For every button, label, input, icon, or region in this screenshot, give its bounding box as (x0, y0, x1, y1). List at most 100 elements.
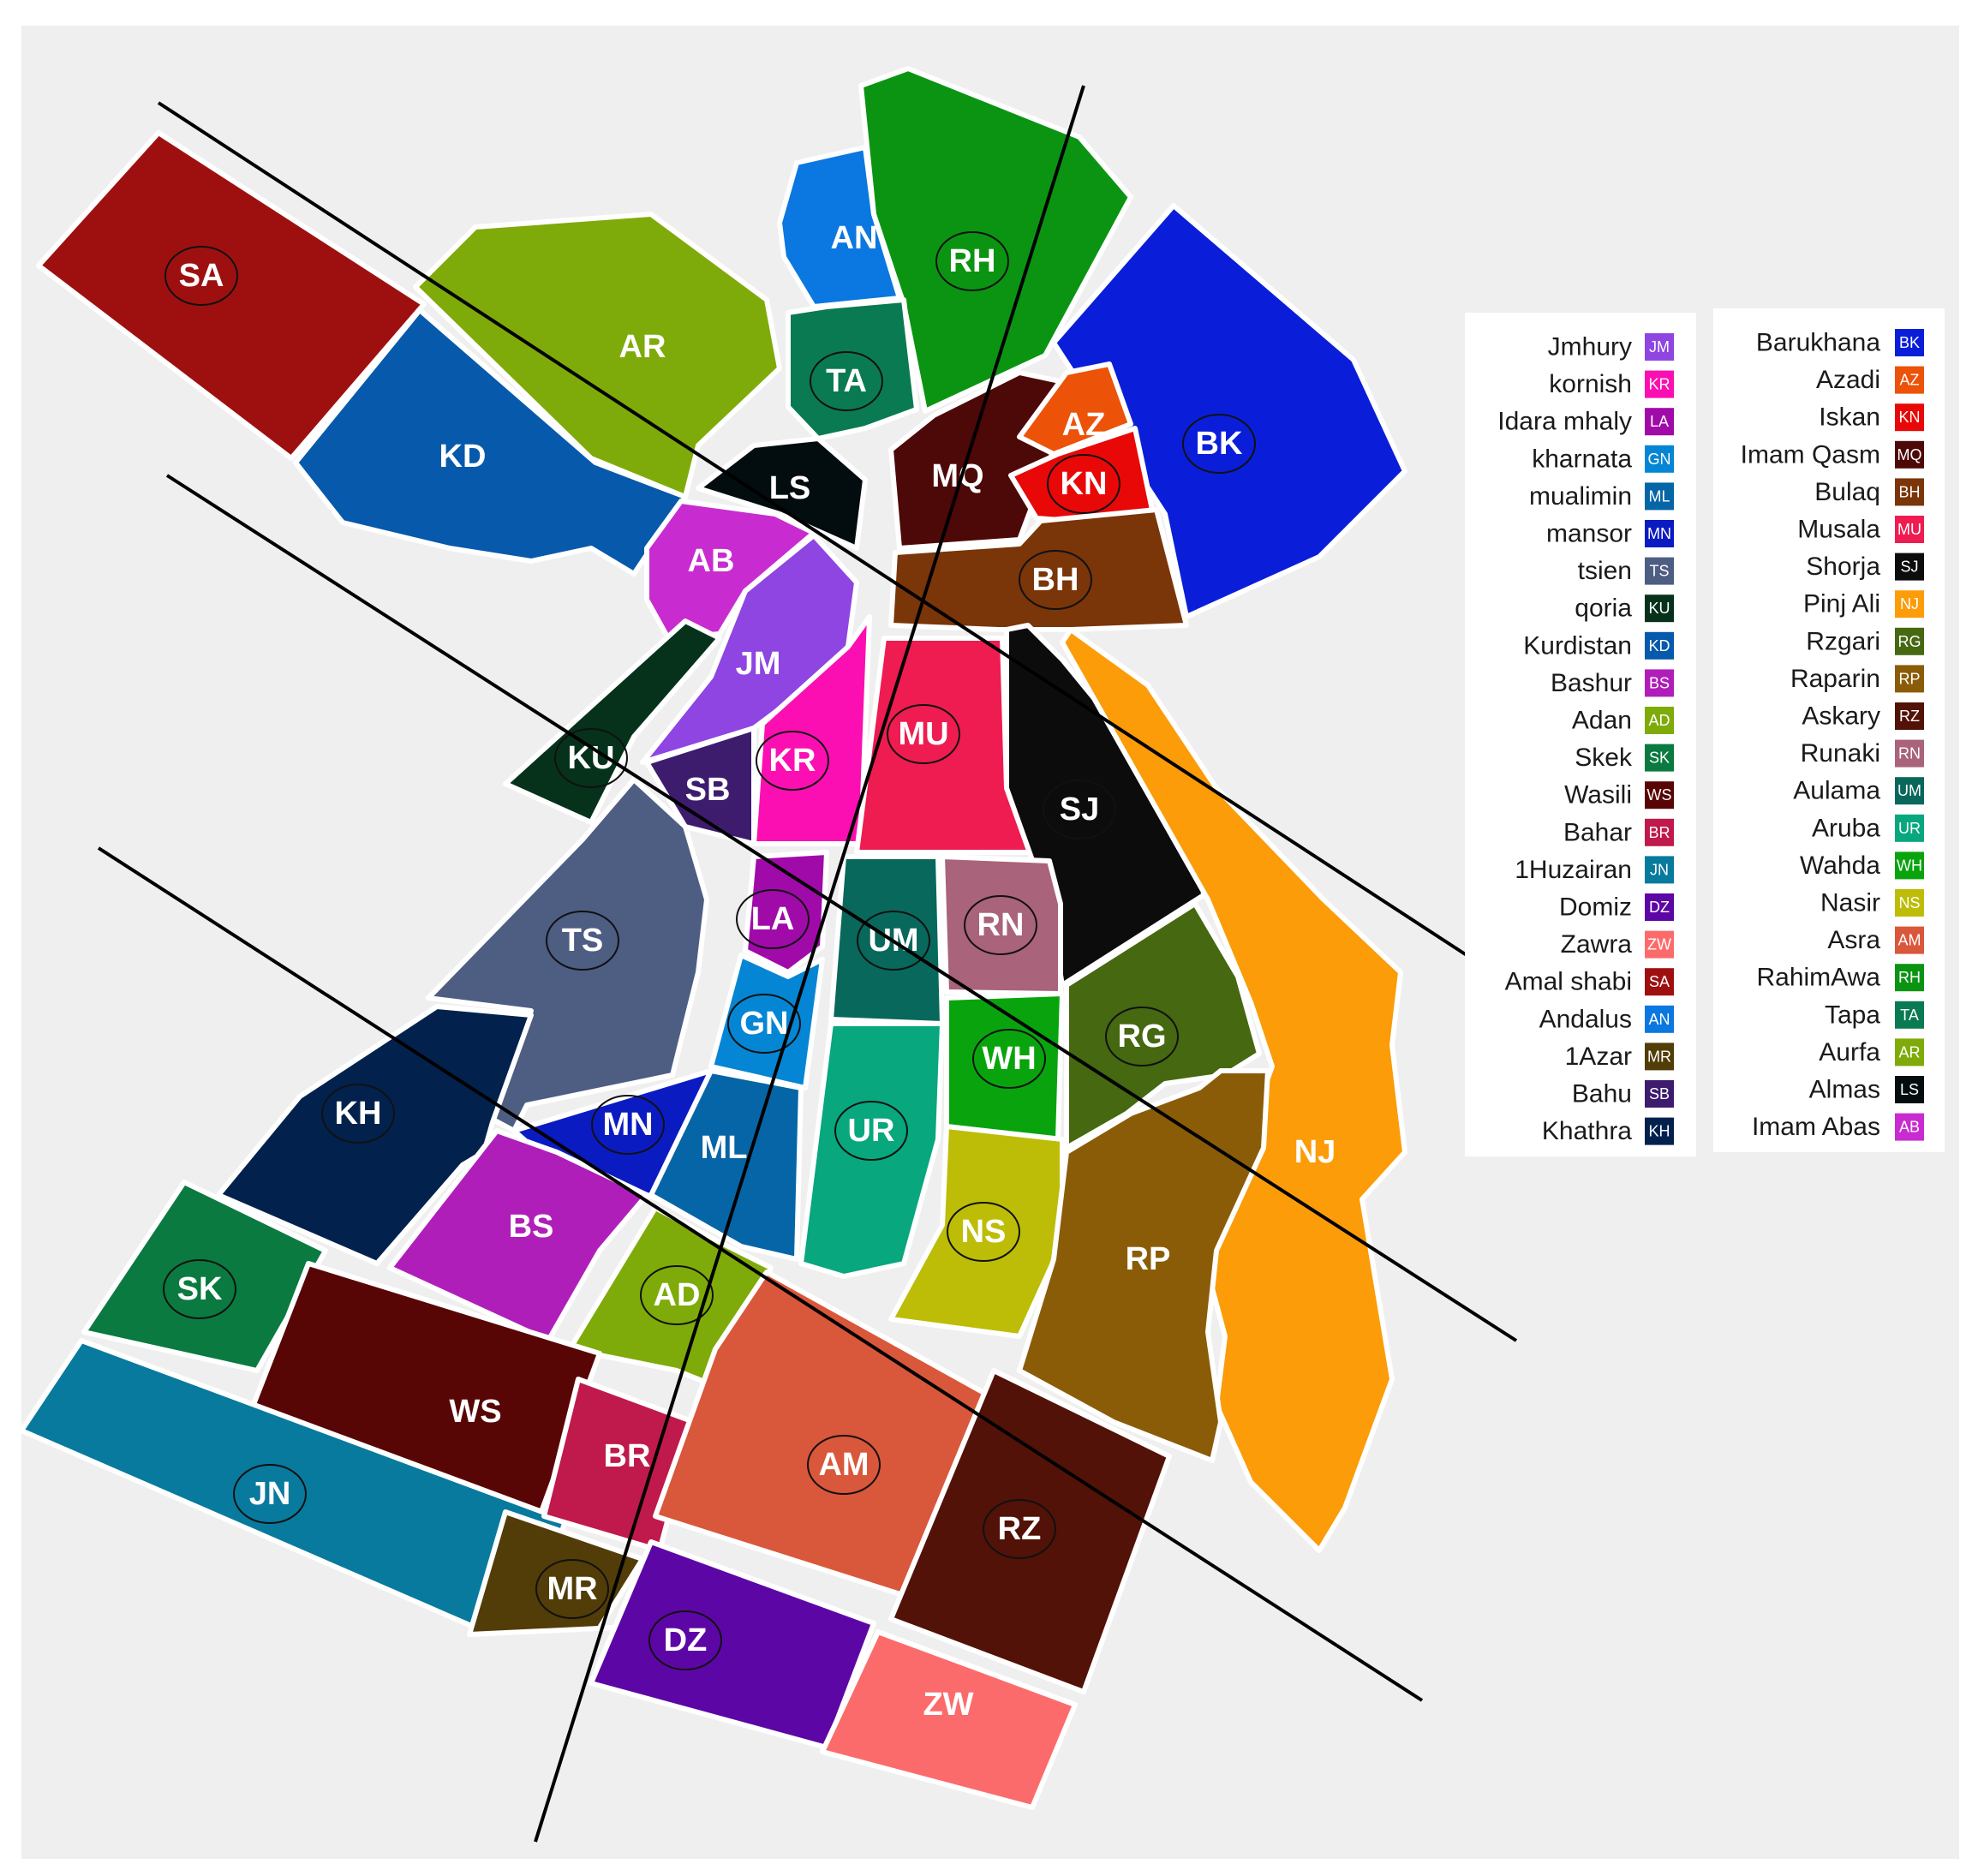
zone-um[interactable]: UM (828, 854, 945, 1026)
zone-ns[interactable]: NS (888, 1124, 1065, 1339)
zone-shape[interactable] (820, 1629, 1078, 1810)
legend-item: Aurfa AR (1819, 1038, 1924, 1066)
zone-kr[interactable]: KR (751, 614, 872, 846)
zone-label: NJ (1294, 1134, 1336, 1170)
zone-ku[interactable]: KU (503, 618, 722, 825)
legend-item: Aruba UR (1812, 814, 1924, 842)
legend-item: Tapa TA (1825, 1001, 1924, 1029)
zone-ta[interactable]: TA (786, 297, 919, 441)
zone-kh[interactable]: KH (216, 1004, 534, 1266)
zone-zw[interactable]: ZW (820, 1629, 1078, 1810)
legend-label: Andalus (1539, 1005, 1632, 1033)
legend-item: 1Azar MR (1565, 1043, 1674, 1071)
zone-mr[interactable]: MR (467, 1509, 645, 1637)
legend-swatch (1645, 333, 1674, 361)
legend-label: Bulaq (1814, 478, 1880, 506)
legend-item: Adan AD (1572, 707, 1674, 735)
legend-code: WH (1897, 857, 1922, 874)
zone-label: BS (509, 1209, 554, 1245)
zone-label-ring (887, 704, 960, 764)
legend-swatch (1895, 964, 1924, 992)
legend-swatch (1895, 516, 1924, 543)
legend-swatch (1895, 851, 1924, 880)
zone-shape[interactable] (293, 308, 688, 577)
legend-label: Amal shabi (1505, 968, 1632, 996)
legend-item: Barukhana BK (1756, 329, 1924, 357)
zone-label: RN (977, 907, 1025, 943)
zone-shape[interactable] (798, 1021, 945, 1279)
legend-code: NJ (1900, 595, 1919, 612)
zone-shape[interactable] (467, 1509, 645, 1637)
legend-label: Khathra (1542, 1117, 1632, 1145)
zone-shape[interactable] (708, 953, 825, 1090)
legend-swatch (1895, 777, 1924, 805)
legend-code: MU (1897, 521, 1921, 538)
legend-label: Askary (1802, 702, 1880, 731)
legend-label: Kurdistan (1523, 631, 1632, 660)
legend-code: SB (1649, 1085, 1670, 1102)
legend-item: tsien TS (1578, 557, 1674, 585)
legend-code: RN (1898, 745, 1921, 762)
zone-shape[interactable] (888, 1124, 1065, 1339)
legend-item: Bashur BS (1551, 669, 1674, 697)
zone-label: NS (961, 1214, 1007, 1250)
zone-label-ring (1047, 454, 1120, 514)
zone-label: SJ (1060, 792, 1099, 827)
zone-la[interactable]: LA (736, 850, 829, 975)
zone-shape[interactable] (888, 1368, 1172, 1694)
zone-kd[interactable]: KD (293, 308, 688, 577)
legend-code: RP (1898, 670, 1920, 687)
legend-swatch (1645, 594, 1674, 623)
legend-label: Iskan (1819, 403, 1880, 432)
zone-dz[interactable]: DZ (589, 1539, 876, 1750)
legend-code: AM (1898, 932, 1921, 949)
zone-shape[interactable] (743, 850, 829, 975)
zone-rz[interactable]: RZ (888, 1368, 1172, 1694)
zone-wh[interactable]: WH (944, 991, 1065, 1142)
zone-sk[interactable]: SK (81, 1180, 328, 1373)
zone-shape[interactable] (940, 854, 1063, 996)
legend-label: Rzgari (1806, 627, 1880, 655)
zone-rn[interactable]: RN (940, 854, 1063, 996)
legend-swatch (1895, 366, 1924, 394)
zone-ur[interactable]: UR (798, 1021, 945, 1279)
zone-shape[interactable] (1017, 1068, 1270, 1463)
legend-swatch (1895, 1076, 1924, 1103)
zone-bk[interactable]: BK (1051, 203, 1407, 619)
legend-swatch (1645, 1117, 1674, 1145)
zone-label: RG (1118, 1019, 1167, 1055)
zone-shape[interactable] (81, 1180, 328, 1373)
zone-shape[interactable] (216, 1004, 534, 1266)
legend-swatch (1645, 1080, 1674, 1108)
legend-code: RZ (1899, 708, 1920, 725)
zone-shape[interactable] (751, 614, 872, 846)
zone-ml[interactable]: ML (648, 1068, 804, 1262)
zone-az[interactable]: AZ (1017, 361, 1133, 457)
zone-rp[interactable]: RP (1017, 1068, 1270, 1463)
legend-label: Azadi (1816, 366, 1880, 394)
zone-am[interactable]: AM (653, 1270, 1001, 1609)
legend-label: Bahu (1572, 1080, 1632, 1108)
zone-label: MU (898, 716, 948, 752)
zone-label: MR (547, 1571, 597, 1607)
zone-shape[interactable] (1051, 203, 1407, 619)
legend-item: Imam Qasm MQ (1741, 440, 1924, 469)
legend-swatch (1645, 631, 1674, 660)
legend-code: UR (1898, 820, 1921, 837)
zone-shape[interactable] (589, 1539, 876, 1750)
legend-label: Imam Qasm (1741, 440, 1880, 469)
zone-sa[interactable]: SA (36, 130, 427, 461)
legend-code: BH (1898, 483, 1920, 500)
zone-shape[interactable] (648, 1068, 804, 1262)
legend-item: 1Huzairan JN (1515, 856, 1674, 884)
zone-shape[interactable] (36, 130, 427, 461)
zone-shape[interactable] (786, 297, 919, 441)
zone-shape[interactable] (888, 507, 1189, 632)
zone-shape[interactable] (1017, 361, 1133, 457)
zone-label-ring (935, 231, 1009, 291)
zone-bs[interactable]: BS (387, 1128, 649, 1343)
zone-gn[interactable]: GN (708, 953, 825, 1090)
zone-bh[interactable]: BH (888, 507, 1189, 632)
legend-code: LS (1900, 1081, 1919, 1098)
legend-item: kharnata GN (1532, 445, 1674, 473)
